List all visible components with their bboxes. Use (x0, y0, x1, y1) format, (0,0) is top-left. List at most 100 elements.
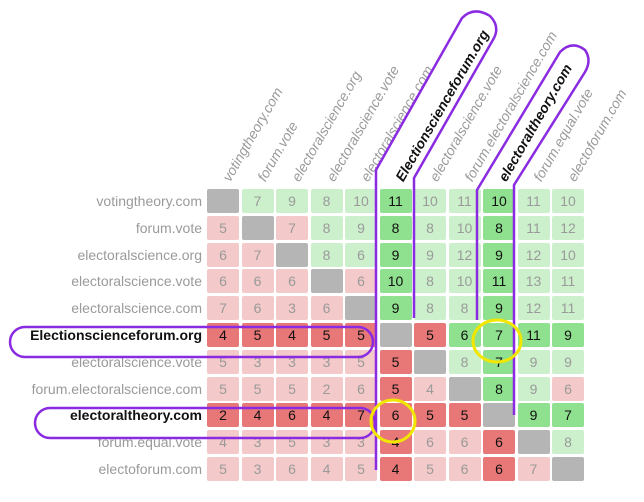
matrix-cell: 4 (207, 323, 239, 347)
matrix-cell: 6 (310, 296, 343, 321)
matrix-cell: 5 (241, 323, 274, 347)
matrix-cell: 11 (448, 189, 481, 213)
matrix-cell: 5 (379, 376, 412, 401)
matrix-cell (379, 323, 412, 347)
matrix-cell: 7 (517, 457, 550, 481)
matrix-cell: 3 (310, 430, 343, 455)
matrix-cell (552, 457, 584, 481)
matrix-cell: 6 (552, 376, 584, 401)
matrix-cell: 6 (345, 269, 377, 294)
matrix-cell: 12 (552, 215, 584, 240)
matrix-cell: 9 (345, 215, 377, 240)
matrix-cell: 10 (552, 242, 584, 267)
matrix-cell: 8 (483, 215, 515, 240)
row-label: votingtheory.com (96, 193, 202, 209)
matrix-cell: 5 (207, 457, 239, 481)
matrix-cell: 3 (276, 296, 308, 321)
matrix-cell: 7 (241, 189, 274, 213)
matrix-cell: 3 (310, 349, 343, 374)
matrix-cell: 6 (207, 269, 239, 294)
matrix-cell: 5 (310, 323, 343, 347)
matrix-cell: 11 (517, 189, 550, 213)
matrix-cell: 7 (345, 403, 377, 428)
matrix-cell: 12 (448, 242, 481, 267)
matrix-cell: 7 (552, 403, 584, 428)
matrix-cell: 5 (414, 403, 446, 428)
matrix-cell (276, 242, 308, 267)
matrix-cell: 3 (241, 430, 274, 455)
matrix-cell: 6 (448, 323, 481, 347)
matrix-cell: 6 (241, 296, 274, 321)
matrix-cell: 8 (310, 242, 343, 267)
matrix-cell: 9 (552, 323, 584, 347)
matrix-cell: 2 (207, 403, 239, 428)
matrix-cell (310, 269, 343, 294)
matrix-cell: 7 (276, 215, 308, 240)
matrix-cell: 5 (345, 349, 377, 374)
matrix-cell: 9 (414, 242, 446, 267)
matrix-cell (483, 403, 515, 428)
matrix-cell: 5 (414, 457, 446, 481)
matrix-cell: 9 (483, 242, 515, 267)
matrix-cell: 3 (241, 349, 274, 374)
matrix-cell: 8 (414, 296, 446, 321)
matrix-cell: 11 (552, 296, 584, 321)
matrix-cell: 6 (345, 376, 377, 401)
matrix-cell: 7 (483, 349, 515, 374)
matrix-cell: 6 (241, 269, 274, 294)
matrix-cell: 9 (517, 376, 550, 401)
matrix-cell: 4 (310, 457, 343, 481)
matrix-cell (517, 430, 550, 455)
matrix-cell: 10 (483, 189, 515, 213)
matrix-cell: 4 (310, 403, 343, 428)
matrix-cell (207, 189, 239, 213)
matrix-cell: 9 (517, 349, 550, 374)
matrix-cell: 12 (517, 242, 550, 267)
matrix-cell: 4 (379, 430, 412, 455)
matrix-cell: 4 (241, 403, 274, 428)
matrix-cell: 6 (207, 242, 239, 267)
matrix-cell: 10 (345, 189, 377, 213)
matrix-cell: 5 (207, 349, 239, 374)
matrix-cell: 9 (483, 296, 515, 321)
matrix-cell: 11 (517, 215, 550, 240)
matrix-cell: 8 (552, 430, 584, 455)
matrix-cell: 5 (414, 323, 446, 347)
matrix-cell: 6 (276, 403, 308, 428)
matrix-cell: 11 (379, 189, 412, 213)
matrix-cell: 7 (207, 296, 239, 321)
matrix-cell: 10 (448, 215, 481, 240)
matrix-cell: 6 (448, 430, 481, 455)
matrix-cell: 2 (310, 376, 343, 401)
matrix-cell: 9 (379, 242, 412, 267)
matrix-cell: 8 (448, 296, 481, 321)
matrix-cell: 6 (276, 457, 308, 481)
row-label: electoforum.com (98, 461, 202, 477)
matrix-cell: 10 (414, 189, 446, 213)
matrix-cell: 6 (276, 269, 308, 294)
matrix-cell: 12 (517, 296, 550, 321)
row-label: electoralscience.com (71, 300, 202, 317)
matrix-cell: 6 (379, 403, 412, 428)
matrix-cell: 8 (483, 376, 515, 401)
row-label: electoralscience.org (77, 246, 202, 263)
matrix-cell: 4 (207, 430, 239, 455)
matrix-cell: 6 (483, 430, 515, 455)
matrix-cell: 11 (552, 269, 584, 294)
matrix-cell: 10 (552, 189, 584, 213)
matrix-cell: 9 (276, 189, 308, 213)
matrix-cell: 5 (241, 376, 274, 401)
matrix-cell: 9 (379, 296, 412, 321)
matrix-cell: 4 (414, 376, 446, 401)
matrix-cell: 4 (276, 323, 308, 347)
matrix-cell: 3 (276, 349, 308, 374)
matrix-cell (414, 349, 446, 374)
matrix-cell: 5 (207, 376, 239, 401)
matrix-cell: 9 (552, 349, 584, 374)
matrix-cell: 8 (379, 215, 412, 240)
matrix-cell: 5 (448, 403, 481, 428)
matrix-cell: 6 (345, 242, 377, 267)
matrix-cell: 13 (517, 269, 550, 294)
matrix-cell: 11 (483, 269, 515, 294)
